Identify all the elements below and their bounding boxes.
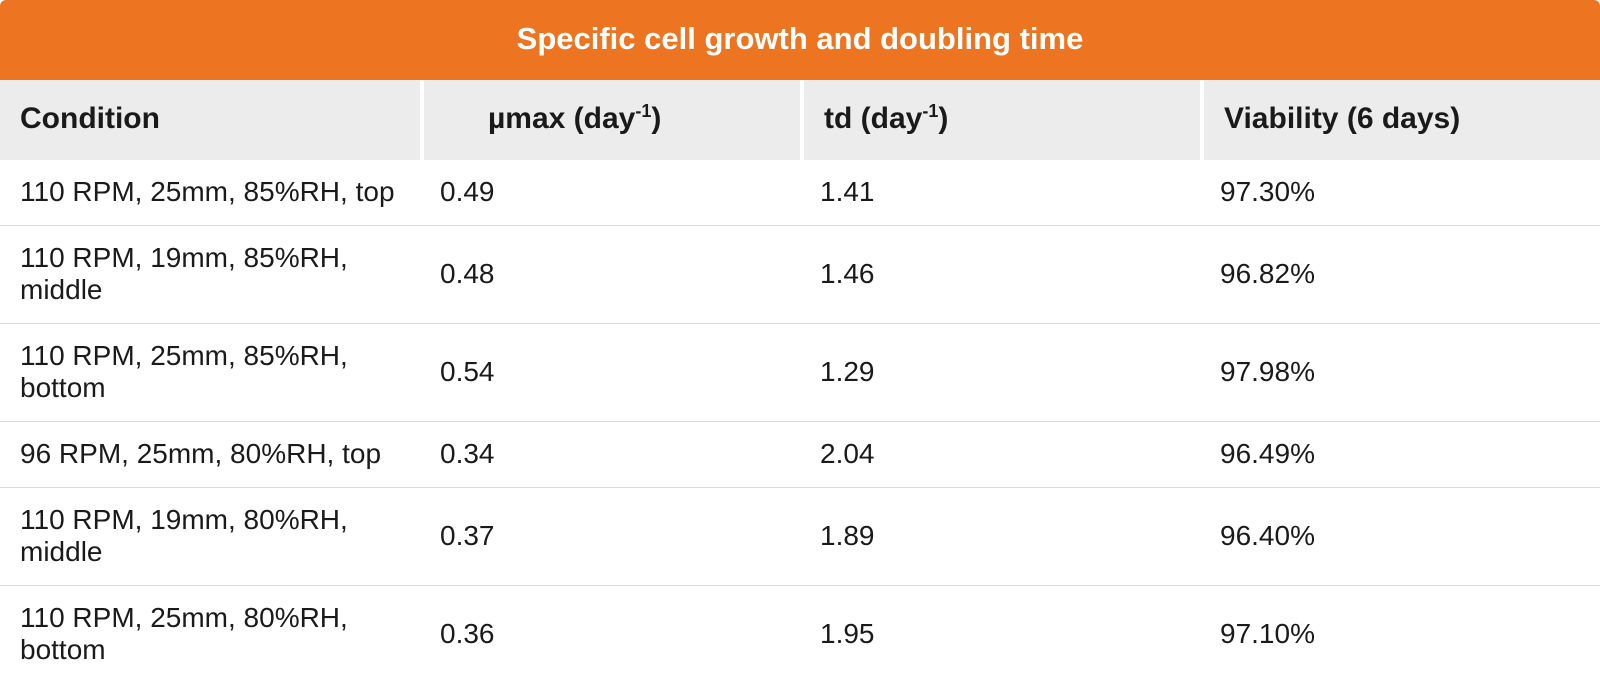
table-title-row: Specific cell growth and doubling time bbox=[0, 0, 1600, 80]
cell-umax: 0.49 bbox=[420, 160, 800, 226]
cell-condition: 110 RPM, 25mm, 80%RH, bottom bbox=[0, 586, 420, 683]
cell-umax: 0.54 bbox=[420, 324, 800, 422]
cell-umax: 0.37 bbox=[420, 488, 800, 586]
cell-viability: 97.98% bbox=[1200, 324, 1600, 422]
table-row: 110 RPM, 25mm, 85%RH, top0.491.4197.30% bbox=[0, 160, 1600, 226]
cell-condition: 110 RPM, 19mm, 80%RH, middle bbox=[0, 488, 420, 586]
cell-condition: 110 RPM, 25mm, 85%RH, bottom bbox=[0, 324, 420, 422]
cell-viability: 96.40% bbox=[1200, 488, 1600, 586]
cell-umax: 0.48 bbox=[420, 226, 800, 324]
td-suffix: ) bbox=[938, 102, 948, 135]
table-row: 110 RPM, 19mm, 85%RH, middle0.481.4696.8… bbox=[0, 226, 1600, 324]
cell-viability: 96.82% bbox=[1200, 226, 1600, 324]
cell-umax: 0.36 bbox=[420, 586, 800, 683]
umax-suffix: ) bbox=[651, 102, 661, 135]
cell-td: 2.04 bbox=[800, 422, 1200, 488]
cell-td: 1.29 bbox=[800, 324, 1200, 422]
col-header-umax: µmax (day-1) bbox=[420, 80, 800, 160]
cell-viability: 97.30% bbox=[1200, 160, 1600, 226]
table-body: 110 RPM, 25mm, 85%RH, top0.491.4197.30%1… bbox=[0, 160, 1600, 683]
table-row: 110 RPM, 25mm, 80%RH, bottom0.361.9597.1… bbox=[0, 586, 1600, 683]
umax-sup: -1 bbox=[635, 101, 651, 121]
umax-prefix: µmax (day bbox=[488, 102, 635, 135]
cell-condition: 110 RPM, 19mm, 85%RH, middle bbox=[0, 226, 420, 324]
cell-condition: 96 RPM, 25mm, 80%RH, top bbox=[0, 422, 420, 488]
cell-viability: 97.10% bbox=[1200, 586, 1600, 683]
table-row: 96 RPM, 25mm, 80%RH, top0.342.0496.49% bbox=[0, 422, 1600, 488]
col-header-condition: Condition bbox=[0, 80, 420, 160]
cell-td: 1.89 bbox=[800, 488, 1200, 586]
td-sup: -1 bbox=[922, 101, 938, 121]
cell-umax: 0.34 bbox=[420, 422, 800, 488]
table-row: 110 RPM, 19mm, 80%RH, middle0.371.8996.4… bbox=[0, 488, 1600, 586]
col-header-viability: Viability (6 days) bbox=[1200, 80, 1600, 160]
col-header-td: td (day-1) bbox=[800, 80, 1200, 160]
table-header-row: Condition µmax (day-1) td (day-1) Viabil… bbox=[0, 80, 1600, 160]
cell-td: 1.95 bbox=[800, 586, 1200, 683]
cell-td: 1.46 bbox=[800, 226, 1200, 324]
cell-condition: 110 RPM, 25mm, 85%RH, top bbox=[0, 160, 420, 226]
table-row: 110 RPM, 25mm, 85%RH, bottom0.541.2997.9… bbox=[0, 324, 1600, 422]
td-prefix: td (day bbox=[824, 102, 922, 135]
cell-viability: 96.49% bbox=[1200, 422, 1600, 488]
cell-td: 1.41 bbox=[800, 160, 1200, 226]
table-title: Specific cell growth and doubling time bbox=[0, 0, 1600, 80]
growth-table: Specific cell growth and doubling time C… bbox=[0, 0, 1600, 683]
